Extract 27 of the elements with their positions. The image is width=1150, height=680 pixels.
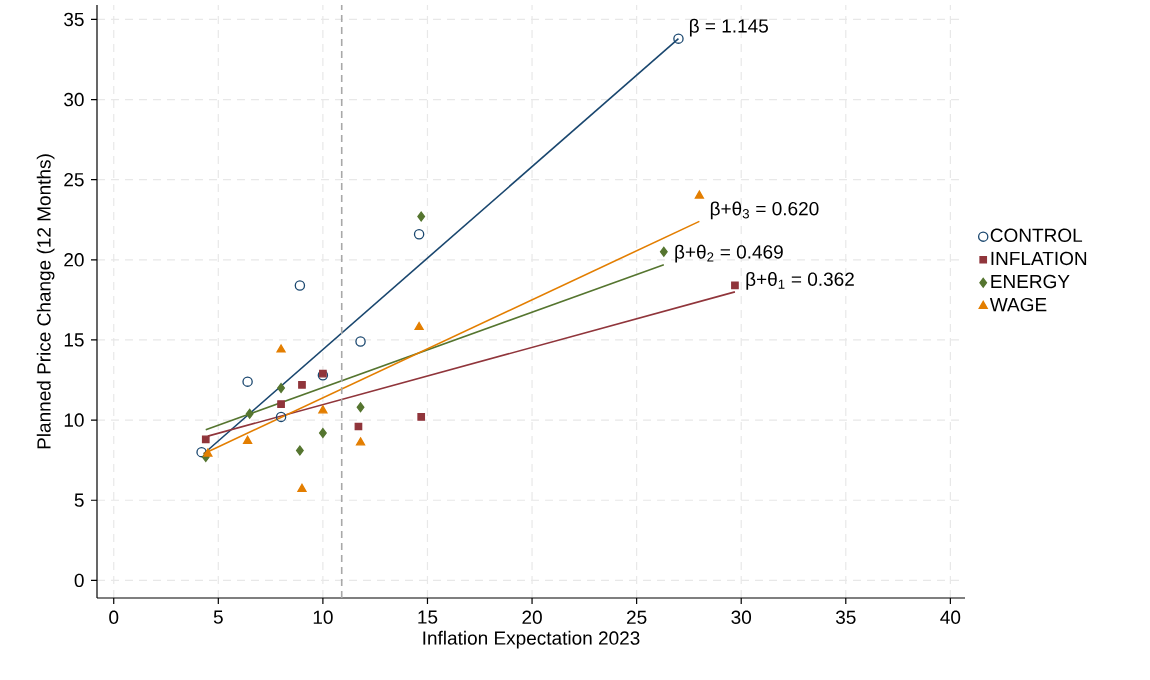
legend-label: WAGE [989, 297, 1047, 312]
x-tick-label: 5 [213, 610, 223, 624]
x-tick-label: 40 [940, 610, 961, 624]
y-tick-label: 10 [64, 413, 84, 427]
y-tick-label: 25 [64, 172, 84, 187]
x-axis-title: Inflation Expectation 2023 [423, 630, 640, 649]
x-tick-label: 30 [731, 610, 752, 624]
annotation: β+θ$_{3}$ = 0.620 [710, 201, 819, 220]
y-tick-label: 35 [64, 12, 84, 27]
x-tick-label: 20 [522, 610, 542, 624]
x-tick-label: 10 [313, 610, 333, 624]
y-tick-label: 15 [64, 333, 84, 347]
y-axis-title: Planned Price Change (12 Months) [36, 154, 55, 449]
y-tick-label: 30 [64, 92, 84, 107]
x-tick-label: 15 [418, 610, 438, 624]
legend-label: ENERGY [991, 274, 1070, 289]
legend-label: INFLATION [991, 251, 1087, 266]
x-tick-label: 25 [627, 610, 647, 624]
y-tick-label: 0 [74, 573, 84, 588]
x-tick-label: 0 [109, 610, 119, 624]
annotation: β = 1.145 [689, 18, 768, 37]
y-tick-label: 20 [64, 253, 84, 267]
annotation: β+θ$_{2}$ = 0.469 [675, 244, 783, 263]
legend-label: CONTROL [990, 228, 1083, 243]
x-tick-label: 35 [835, 610, 856, 624]
annotation: β+θ$_{1}$ = 0.362 [746, 271, 854, 290]
y-tick-label: 5 [74, 493, 84, 507]
